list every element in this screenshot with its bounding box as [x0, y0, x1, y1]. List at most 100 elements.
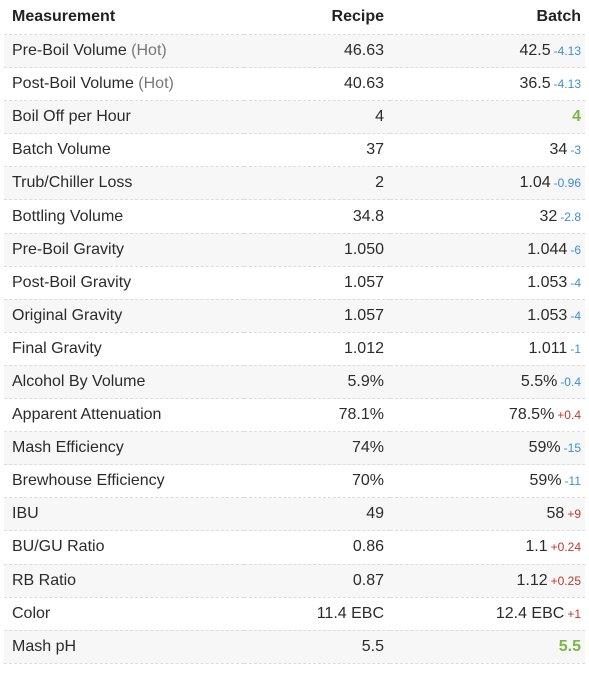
batch-cell: 34 -3 — [390, 133, 585, 167]
batch-difference: +0.25 — [550, 573, 581, 588]
table-row: Color 11.4 EBC 12.4 EBC +1 — [4, 596, 585, 631]
batch-difference: -4.13 — [553, 44, 581, 59]
batch-cell: 5.5% -0.4 — [390, 364, 585, 399]
measurement-label: RB Ratio — [12, 571, 77, 589]
measurement-cell: Batch Volume — [4, 133, 244, 167]
batch-value: 1.04 — [519, 174, 551, 192]
recipe-value: 1.057 — [244, 265, 390, 300]
measurement-label: Color — [12, 604, 51, 622]
table-row: BU/GU Ratio 0.86 1.1 +0.24 — [4, 530, 585, 564]
batch-cell: 1.044 -6 — [390, 232, 585, 267]
measurement-label: Alcohol By Volume — [12, 372, 146, 390]
batch-value: 1.053 — [527, 306, 568, 324]
recipe-value: 74% — [244, 431, 390, 465]
recipe-value: 78.1% — [244, 398, 390, 432]
batch-value: 32 — [539, 207, 558, 225]
table-row: Boil Off per Hour 4 4 — [4, 100, 585, 134]
batch-cell: 78.5% +0.4 — [390, 398, 585, 432]
batch-value: 36.5 — [519, 75, 551, 93]
measurement-cell: BU/GU Ratio — [4, 530, 244, 564]
batch-value: 1.044 — [527, 240, 568, 258]
table-row: Alcohol By Volume 5.9% 5.5% -0.4 — [4, 364, 585, 399]
table-row: Pre-Boil Gravity 1.050 1.044 -6 — [4, 232, 585, 267]
table-row: Batch Volume 37 34 -3 — [4, 133, 585, 167]
table-row: RB Ratio 0.87 1.12 +0.25 — [4, 563, 585, 598]
recipe-value: 70% — [244, 464, 390, 498]
table-row: IBU 49 58 +9 — [4, 497, 585, 531]
table-row: Bottling Volume 34.8 32 -2.8 — [4, 199, 585, 234]
table-row: Brewhouse Efficiency 70% 59% -11 — [4, 464, 585, 498]
batch-cell: 12.4 EBC +1 — [390, 596, 585, 631]
measurement-cell: Bottling Volume — [4, 199, 244, 234]
recipe-column-header: Recipe — [331, 8, 384, 25]
measurement-cell: Pre-Boil Gravity — [4, 232, 244, 267]
table-row: Post-Boil Gravity 1.057 1.053 -4 — [4, 265, 585, 300]
table-body: Pre-Boil Volume (Hot) 46.63 42.5 -4.13 Post-… — [4, 33, 585, 664]
table-row: Mash pH 5.5 5.5 — [4, 629, 585, 664]
batch-difference: +1 — [567, 606, 581, 621]
measurement-label: Post-Boil Gravity — [12, 273, 132, 291]
batch-difference: +0.24 — [550, 540, 581, 555]
batch-difference: -3 — [570, 143, 581, 158]
table-row: Mash Efficiency 74% 59% -15 — [4, 431, 585, 465]
batch-difference: -0.96 — [553, 176, 581, 191]
recipe-value: 49 — [244, 497, 390, 531]
measurement-cell: Alcohol By Volume — [4, 364, 244, 399]
batch-value: 34 — [549, 141, 568, 159]
batch-difference: -11 — [564, 474, 581, 489]
batch-column-header: Batch — [536, 8, 581, 25]
batch-difference: -4.13 — [553, 77, 581, 92]
batch-cell: 36.5 -4.13 — [390, 67, 585, 101]
batch-value: 5.5% — [520, 372, 558, 390]
measurement-label: Brewhouse Efficiency — [12, 472, 165, 490]
batch-value: 4 — [572, 108, 581, 126]
measurement-suffix: (Hot) — [131, 42, 167, 60]
batch-difference: -0.4 — [560, 374, 581, 389]
batch-cell: 5.5 — [390, 629, 585, 664]
measurement-label: Mash Efficiency — [12, 439, 124, 457]
table-row: Trub/Chiller Loss 2 1.04 -0.96 — [4, 166, 585, 200]
recipe-value: 0.86 — [244, 530, 390, 564]
batch-cell: 1.053 -4 — [390, 298, 585, 333]
batch-difference: +0.4 — [557, 408, 581, 423]
table-row: Post-Boil Volume (Hot) 40.63 36.5 -4.13 — [4, 67, 585, 101]
recipe-value: 37 — [244, 133, 390, 167]
measurement-label: Pre-Boil Volume — [12, 42, 127, 60]
recipe-value: 5.9% — [244, 364, 390, 399]
measurement-label: Original Gravity — [12, 306, 123, 324]
measurement-cell: Final Gravity — [4, 331, 244, 366]
measurement-suffix: (Hot) — [138, 75, 174, 93]
table-row: Original Gravity 1.057 1.053 -4 — [4, 298, 585, 333]
batch-cell: 1.011 -1 — [390, 331, 585, 366]
batch-value: 78.5% — [508, 406, 555, 424]
batch-difference: -1 — [570, 341, 581, 356]
batch-value: 59% — [528, 439, 561, 457]
measurement-label: IBU — [12, 505, 39, 523]
measurement-label: BU/GU Ratio — [12, 538, 105, 556]
table-header-row: Measurement Recipe Batch — [4, 0, 585, 35]
measurement-label: Post-Boil Volume — [12, 75, 134, 93]
batch-value: 59% — [529, 472, 562, 490]
measurement-cell: Trub/Chiller Loss — [4, 166, 244, 200]
batch-cell: 42.5 -4.13 — [390, 33, 585, 68]
recipe-value: 0.87 — [244, 563, 390, 598]
recipe-value: 1.012 — [244, 331, 390, 366]
batch-value: 1.011 — [528, 339, 568, 357]
table-row: Apparent Attenuation 78.1% 78.5% +0.4 — [4, 398, 585, 432]
batch-value: 1.12 — [516, 571, 548, 589]
batch-cell: 59% -11 — [390, 464, 585, 498]
batch-difference: -15 — [563, 441, 581, 456]
measurement-label: Trub/Chiller Loss — [12, 174, 133, 192]
measurement-cell: Post-Boil Gravity — [4, 265, 244, 300]
measurement-label: Boil Off per Hour — [12, 108, 131, 126]
measurement-cell: Pre-Boil Volume (Hot) — [4, 33, 244, 68]
recipe-value: 1.057 — [244, 298, 390, 333]
recipe-value: 1.050 — [244, 232, 390, 267]
recipe-value: 46.63 — [244, 33, 390, 68]
batch-value: 1.053 — [527, 273, 568, 291]
batch-value: 42.5 — [519, 42, 551, 60]
recipe-value: 11.4 EBC — [244, 596, 390, 631]
measurement-cell: RB Ratio — [4, 563, 244, 598]
batch-difference: -2.8 — [560, 209, 581, 224]
